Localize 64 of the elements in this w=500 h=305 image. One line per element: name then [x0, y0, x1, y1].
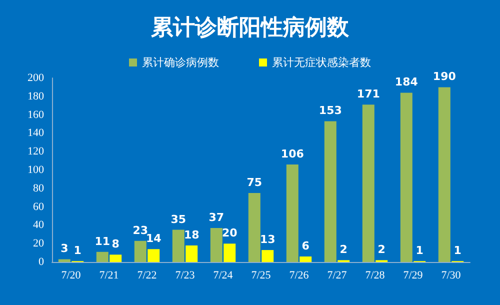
- y-tick-label: 140: [28, 127, 44, 140]
- bar: [300, 256, 312, 262]
- data-label: 8: [112, 238, 120, 251]
- bar: [96, 252, 108, 262]
- x-tick-label: 7/22: [137, 270, 157, 282]
- y-tick-label: 20: [33, 238, 44, 250]
- bar: [248, 193, 260, 262]
- data-label: 153: [318, 104, 342, 118]
- data-label: 184: [394, 76, 418, 89]
- data-label: 37: [208, 210, 224, 224]
- data-label: 14: [146, 232, 162, 246]
- y-tick-label: 60: [33, 200, 44, 213]
- bar: [110, 254, 122, 262]
- data-label: 75: [246, 176, 262, 189]
- x-tick-label: 7/21: [99, 270, 119, 282]
- y-tick-label: 160: [28, 108, 44, 121]
- bar: [286, 164, 298, 262]
- data-label: 6: [302, 239, 310, 252]
- y-tick-label: 0: [38, 256, 44, 268]
- data-label: 13: [260, 233, 276, 246]
- bar: [324, 121, 336, 262]
- bar: [186, 245, 198, 262]
- data-label: 18: [184, 228, 200, 242]
- bar: [58, 259, 70, 262]
- x-tick-label: 7/27: [327, 270, 348, 282]
- bar: [134, 240, 146, 262]
- bar: [400, 92, 412, 262]
- x-tick-label: 7/26: [289, 270, 310, 282]
- data-label: 1: [454, 244, 462, 258]
- data-label: 171: [356, 88, 380, 101]
- bar: [438, 87, 450, 262]
- y-tick-label: 100: [28, 164, 44, 176]
- data-label: 2: [378, 243, 386, 256]
- data-label: 1: [74, 244, 82, 258]
- data-label: 190: [432, 70, 456, 84]
- chart-title: 累计诊断阳性病例数: [150, 16, 350, 40]
- y-tick-label: 40: [33, 219, 44, 232]
- y-tick-label: 200: [28, 72, 44, 84]
- data-label: 1: [416, 244, 424, 258]
- bar: [224, 244, 236, 262]
- data-label: 106: [280, 147, 304, 160]
- data-label: 35: [170, 212, 186, 226]
- y-tick-label: 80: [33, 182, 44, 194]
- x-tick-label: 7/20: [61, 270, 82, 282]
- x-tick-label: 7/23: [175, 270, 196, 282]
- y-tick-label: 180: [28, 90, 44, 102]
- bar: [362, 104, 374, 262]
- x-tick-label: 7/25: [251, 270, 272, 282]
- y-tick-label: 120: [28, 146, 44, 158]
- x-tick-label: 7/30: [441, 270, 462, 282]
- x-tick-label: 7/28: [365, 270, 386, 282]
- data-label: 11: [94, 234, 110, 248]
- bar: [148, 249, 160, 262]
- legend-label: 累计无症状感染者数: [272, 56, 371, 69]
- x-tick-label: 7/29: [403, 270, 424, 282]
- x-tick-label: 7/24: [213, 270, 234, 282]
- legend-label: 累计确诊病例数: [142, 56, 219, 69]
- data-label: 20: [222, 226, 238, 240]
- data-label: 2: [340, 243, 348, 256]
- data-label: 3: [60, 242, 68, 256]
- bar: [210, 228, 222, 262]
- bar: [262, 250, 274, 262]
- data-label: 23: [132, 224, 148, 237]
- bar: [172, 230, 184, 262]
